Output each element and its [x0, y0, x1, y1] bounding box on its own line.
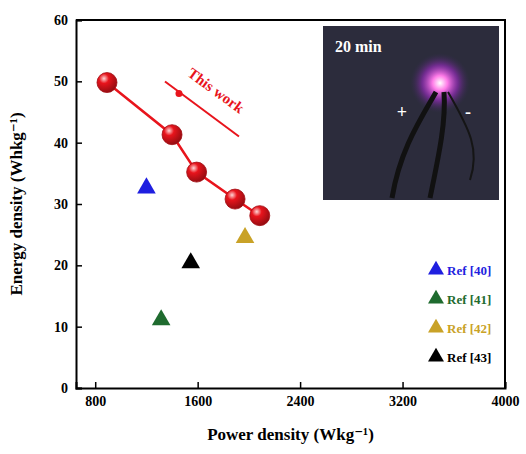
tick-label: 0	[61, 381, 68, 396]
tick-mark	[197, 382, 199, 388]
legend-label: Ref [41]	[447, 292, 491, 307]
tick-label: 30	[54, 197, 68, 212]
tick-mark	[76, 142, 82, 144]
tick: 1600	[184, 382, 212, 409]
tick: 20	[54, 258, 82, 273]
tick-label: 1600	[184, 394, 212, 409]
data-point	[137, 177, 156, 193]
tick: 800	[85, 382, 106, 409]
tick-label: 2400	[287, 394, 315, 409]
chart: 800 1600 2400 3200 4000 0 10 20 30 40 50 60 20 min + -…	[0, 0, 526, 454]
tick-label: 800	[85, 394, 106, 409]
data-point	[162, 125, 182, 145]
annotation-dot	[175, 90, 182, 97]
tick: 10	[54, 320, 82, 335]
tick-label: 4000	[492, 394, 520, 409]
legend-symbol	[428, 261, 444, 275]
tick-mark	[76, 81, 82, 83]
inset-label: +	[397, 102, 407, 122]
tick: 2400	[287, 382, 315, 409]
series-annotation: This work	[165, 65, 248, 137]
data-point	[97, 73, 117, 93]
tick-mark	[95, 382, 97, 388]
tick-mark	[402, 382, 404, 388]
data-point	[152, 309, 171, 325]
wire	[392, 92, 436, 198]
plot-marks	[97, 73, 270, 326]
legend-label: Ref [43]	[447, 350, 491, 365]
tick-label: 60	[54, 13, 68, 28]
inset-title: 20 min	[335, 38, 382, 55]
data-point	[187, 162, 207, 182]
y-axis: 0 10 20 30 40 50 60	[54, 13, 82, 396]
legend-label: Ref [40]	[447, 263, 491, 278]
legend-label: Ref [42]	[447, 321, 491, 336]
tick-label: 3200	[389, 394, 417, 409]
tick-label: 40	[54, 136, 68, 151]
series-label: This work	[185, 65, 248, 117]
y-axis-title: Energy density (Whkg⁻¹)	[7, 112, 26, 295]
tick-mark	[300, 382, 302, 388]
legend-item: Ref [43]	[428, 348, 491, 365]
x-axis-line	[77, 382, 506, 389]
x-axis: 800 1600 2400 3200 4000	[77, 382, 520, 409]
tick-label: 50	[54, 74, 68, 89]
plot-frame	[76, 20, 505, 388]
legend-symbol	[428, 290, 444, 304]
legend-item: Ref [40]	[428, 261, 491, 278]
tick-mark	[76, 388, 82, 390]
tick: 0	[61, 381, 82, 396]
legend-symbol	[428, 319, 444, 333]
led-glow	[410, 53, 470, 113]
tick: 3200	[389, 382, 417, 409]
inset-photo: 20 min + -	[323, 26, 499, 200]
tick: 30	[54, 197, 82, 212]
wire	[448, 92, 474, 180]
x-axis-title: Power density (Wkg⁻¹)	[207, 425, 374, 444]
tick-mark	[76, 326, 82, 328]
legend: Ref [40] Ref [41] Ref [42] Ref [43]	[428, 261, 491, 365]
inset-label: -	[465, 102, 471, 122]
tick: 50	[54, 74, 82, 89]
inset-background	[323, 26, 499, 200]
wire	[430, 92, 444, 198]
tick: 40	[54, 136, 82, 151]
data-point	[236, 227, 255, 243]
data-point	[181, 252, 200, 268]
legend-symbol	[428, 348, 444, 362]
tick-label: 10	[54, 320, 68, 335]
tick-mark	[76, 265, 82, 267]
tick-label: 20	[54, 258, 68, 273]
legend-item: Ref [42]	[428, 319, 491, 336]
legend-item: Ref [41]	[428, 290, 491, 307]
data-point	[250, 206, 270, 226]
y-axis-line	[77, 21, 83, 389]
data-point	[225, 189, 245, 209]
tick-mark	[76, 204, 82, 206]
